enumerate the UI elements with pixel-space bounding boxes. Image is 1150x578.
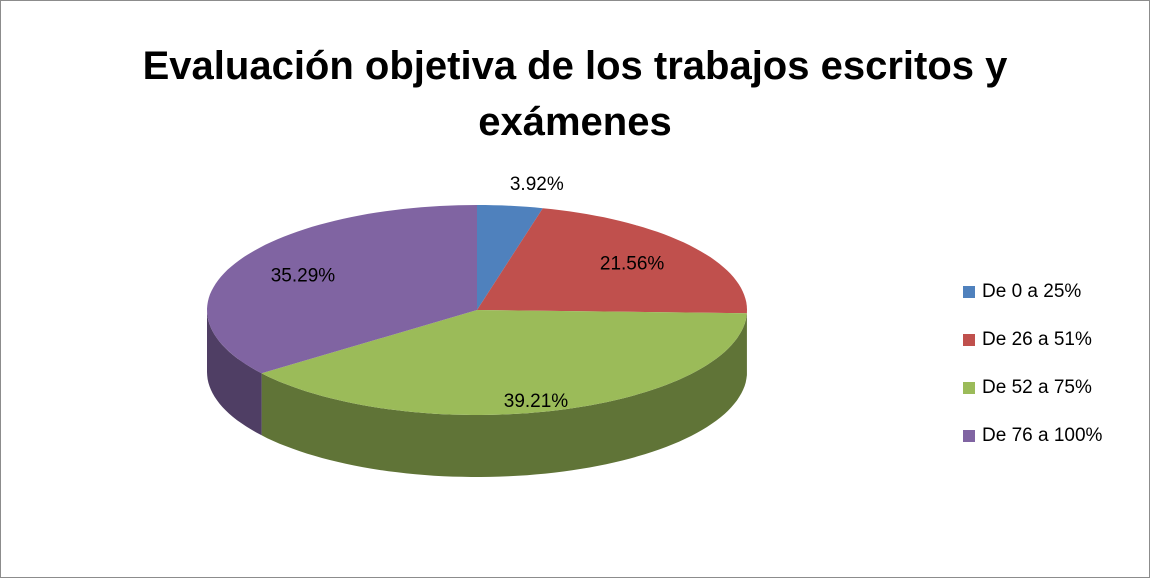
legend-swatch — [963, 286, 975, 298]
slice — [261, 310, 747, 415]
data-label: 3.92% — [510, 174, 564, 195]
legend-label: De 0 a 25% — [982, 281, 1081, 302]
legend-swatch — [963, 334, 975, 346]
legend-label: De 26 a 51% — [982, 329, 1092, 350]
chart-title: Evaluación objetiva de los trabajos escr… — [142, 44, 1008, 144]
legend-label: De 76 a 100% — [982, 425, 1103, 446]
data-label: 21.56% — [600, 253, 665, 274]
slice-side — [261, 313, 747, 477]
legend-swatch — [963, 382, 975, 394]
data-label: 39.21% — [504, 391, 569, 412]
legend-swatch — [963, 430, 975, 442]
slice — [477, 208, 747, 314]
slice-side — [207, 310, 262, 436]
slice — [207, 205, 477, 374]
data-label: 35.29% — [271, 265, 336, 286]
legend-label: De 52 a 75% — [982, 377, 1092, 398]
slice — [477, 205, 543, 310]
